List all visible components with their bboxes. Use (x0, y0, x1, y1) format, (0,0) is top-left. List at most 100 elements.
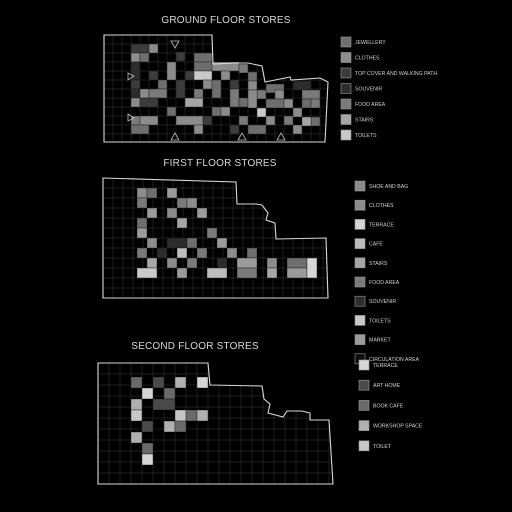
first-store-jewellery (186, 237, 198, 249)
ground-store-food (310, 98, 321, 109)
first-store-market (236, 257, 258, 269)
ground-store-toilets (193, 70, 213, 81)
ground-store-clothes (265, 115, 276, 126)
ground-store-top-cover (130, 79, 141, 90)
second-store-book-cafe (130, 376, 143, 389)
ground-store-food (229, 88, 240, 108)
ground-store-top-cover (175, 79, 186, 99)
first-legend-swatch (354, 334, 366, 345)
ground-legend-swatch (340, 36, 352, 48)
second-store-workshop (196, 409, 209, 422)
ground-store-clothes (247, 80, 258, 91)
ground-store-food (238, 63, 249, 74)
stairs-icon (237, 132, 247, 141)
first-store-souvenir (216, 257, 228, 269)
first-legend-label: CIRCULATION AREA (369, 357, 420, 363)
first-store-market (286, 267, 308, 279)
first-store-food (186, 257, 198, 269)
ground-store-top-cover (184, 70, 195, 81)
ground-store-clothes (139, 115, 159, 126)
first-legend-swatch (354, 295, 366, 307)
ground-store-food (148, 88, 168, 99)
ground-floor-plan: GROUND FLOOR STORES JEWELLERY CLOTHES TOP … (103, 15, 437, 143)
first-legend-swatch (354, 238, 366, 249)
first-store-market (216, 237, 228, 249)
ground-store-top-cover (130, 43, 150, 54)
ground-store-clothes (148, 43, 159, 54)
ground-floor-outline (103, 34, 329, 143)
ground-legend-label: JEWELLERY (355, 40, 386, 46)
second-store-toilet (130, 409, 143, 422)
first-store-clothes (266, 257, 278, 269)
first-store-souvenir (156, 247, 168, 259)
ground-store-clothes (292, 124, 303, 135)
second-legend-label: WORKSHOP SPACE (373, 424, 423, 430)
first-store-clothes (166, 257, 178, 269)
ground-store-jewellery (301, 98, 312, 109)
first-store-market (176, 267, 188, 279)
ground-store-jewellery (193, 61, 213, 72)
second-store-workshop (163, 420, 176, 433)
ground-store-clothes (247, 89, 258, 109)
ground-legend-label: TOP COVER AND WALKING PATH (355, 71, 437, 77)
ground-store-jewellery (130, 124, 150, 135)
ground-legend-label: FOOD AREA (355, 102, 386, 108)
ground-store-clothes (130, 52, 141, 63)
first-legend-label: SOUVENIR (369, 299, 396, 305)
stairs-icon (127, 113, 135, 122)
second-store-art-home (152, 398, 176, 411)
first-store-cafe (206, 267, 228, 279)
second-legend-label: TOILET (373, 444, 392, 450)
first-store-toilets (136, 267, 158, 279)
second-store-art-home (152, 376, 165, 389)
second-store-terrace (141, 453, 154, 466)
first-legend-swatch (354, 257, 366, 269)
second-store-workshop (130, 431, 143, 444)
ground-store-clothes (274, 89, 285, 100)
first-store-souvenir (166, 237, 188, 249)
first-legend-swatch (354, 199, 366, 211)
second-floor-plan: SECOND FLOOR STORES TERRACE ART HOME BOOK … (97, 341, 423, 485)
first-store-food (136, 197, 148, 209)
ground-store-clothes (193, 124, 204, 135)
ground-store-clothes (139, 88, 150, 99)
first-legend-swatch (354, 315, 366, 326)
second-legend-label: BOOK CAFE (373, 403, 404, 409)
ground-store-jewellery (238, 97, 249, 108)
ground-store-top-cover (229, 124, 240, 135)
first-store-clothes (226, 247, 238, 259)
ground-store-clothes (220, 70, 231, 81)
second-legend-label: ART HOME (373, 383, 401, 389)
first-floor-legend: SHOE AND BAG CLOTHES TERRACE CAFE STAIRS FOOD… (354, 180, 420, 365)
ground-store-top-cover (202, 115, 213, 126)
second-legend-swatch (358, 359, 370, 371)
ground-store-stairs (184, 97, 204, 108)
second-floor-legend: TERRACE ART HOME BOOK CAFE WORKSHOP SPACE TO… (358, 359, 423, 452)
first-store-stairs (146, 257, 158, 269)
stairs-icon (127, 72, 135, 81)
ground-store-jewellery (211, 106, 222, 117)
first-store-food (176, 197, 188, 209)
ground-store-food (193, 88, 204, 99)
first-legend-swatch (354, 276, 366, 288)
ground-legend-swatch (340, 67, 352, 79)
second-floor-stores (130, 376, 209, 466)
second-store-terrace (196, 376, 209, 389)
second-store-workshop (174, 376, 187, 389)
ground-store-jewellery (157, 79, 168, 90)
second-store-book-cafe (141, 442, 154, 455)
first-legend-label: TOILETS (369, 318, 391, 324)
first-floor-stores (136, 187, 318, 279)
ground-store-jewellery (247, 71, 258, 82)
second-legend-swatch (358, 420, 370, 431)
ground-legend-swatch (340, 114, 352, 125)
second-legend-swatch (358, 379, 370, 391)
first-store-terrace (306, 257, 318, 279)
stairs-icon (170, 40, 180, 49)
first-store-market (146, 207, 158, 219)
ground-store-jewellery (247, 124, 267, 135)
first-store-food (206, 227, 218, 239)
first-store-jewellery (146, 187, 158, 199)
ground-store-top-cover (229, 79, 240, 90)
